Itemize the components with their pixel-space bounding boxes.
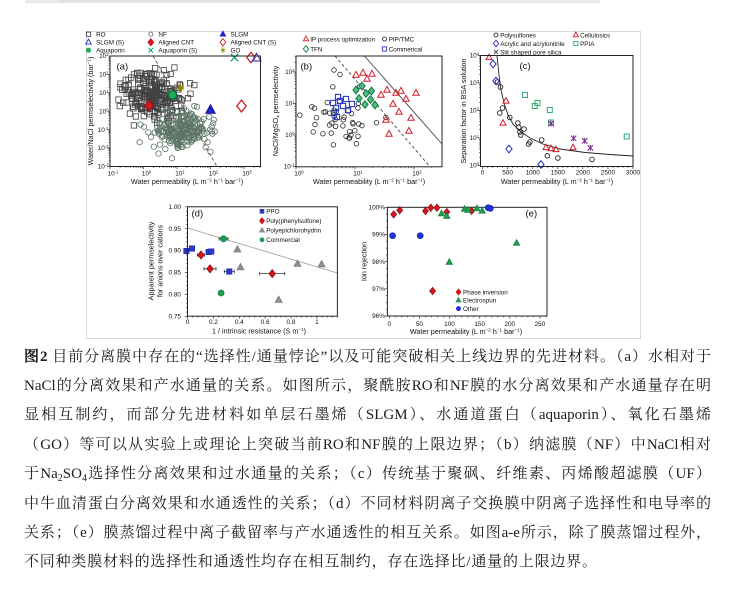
svg-text:RO: RO (96, 32, 106, 39)
svg-text:Commerical: Commerical (389, 46, 423, 53)
svg-text:102: 102 (470, 107, 480, 115)
svg-text:1: 1 (315, 319, 319, 326)
svg-text:0.75: 0.75 (169, 314, 182, 321)
svg-text:Polyepichlorohydrin: Polyepichlorohydrin (266, 228, 321, 235)
svg-text:Poly(phenylsulfone): Poly(phenylsulfone) (266, 218, 321, 225)
svg-text:101: 101 (470, 134, 480, 142)
svg-text:10-1: 10-1 (98, 126, 109, 134)
svg-text:1 / intrinsic resistance (S m−: 1 / intrinsic resistance (S m−1) (212, 327, 306, 336)
svg-text:SLGM: SLGM (231, 32, 249, 39)
svg-text:103: 103 (99, 52, 109, 60)
svg-text:1500: 1500 (551, 170, 566, 177)
svg-text:Ion rejection: Ion rejection (360, 242, 369, 281)
svg-text:97%: 97% (372, 286, 385, 293)
svg-text:Acrylic and acrylonitrile: Acrylic and acrylonitrile (500, 41, 565, 48)
svg-text:IP process optimization: IP process optimization (310, 36, 375, 43)
svg-text:500: 500 (502, 170, 513, 177)
svg-text:Water permeability (L m−2 h−1: Water permeability (L m−2 h−1 bar−1) (313, 177, 425, 186)
svg-text:Apparent permselectivity: Apparent permselectivity (147, 221, 156, 300)
svg-text:101: 101 (99, 89, 109, 97)
svg-text:102: 102 (285, 68, 295, 76)
svg-text:0.95: 0.95 (169, 226, 182, 233)
svg-text:PIP/TMC: PIP/TMC (389, 36, 415, 43)
svg-text:100%: 100% (369, 204, 386, 211)
svg-text:100: 100 (444, 321, 455, 328)
svg-text:Aligned CNT: Aligned CNT (158, 40, 194, 47)
svg-text:200: 200 (504, 321, 515, 328)
svg-text:Other: Other (463, 306, 479, 313)
svg-text:100: 100 (99, 107, 109, 115)
svg-text:1.00: 1.00 (169, 204, 182, 211)
svg-text:2500: 2500 (601, 170, 616, 177)
svg-text:150: 150 (474, 321, 485, 328)
svg-text:250: 250 (535, 321, 546, 328)
svg-text:for anions over cations: for anions over cations (156, 224, 165, 297)
svg-text:0.4: 0.4 (235, 319, 244, 326)
svg-text:0.2: 0.2 (209, 319, 218, 326)
svg-text:102: 102 (99, 71, 109, 79)
svg-text:NF: NF (158, 32, 167, 39)
svg-text:Aligned CNT (S): Aligned CNT (S) (231, 40, 277, 47)
svg-text:SLGM (S): SLGM (S) (96, 40, 124, 47)
svg-text:0: 0 (186, 319, 190, 326)
svg-text:GO: GO (231, 48, 241, 55)
svg-text:Water/NaCl permselectivity (ba: Water/NaCl permselectivity (bar−1) (86, 57, 95, 166)
svg-text:Water permeability (L m−2 h−1: Water permeability (L m−2 h−1 bar−1) (501, 177, 613, 186)
svg-text:0: 0 (388, 321, 392, 328)
svg-text:98%: 98% (372, 259, 385, 266)
svg-text:Phase inversion: Phase inversion (463, 289, 508, 296)
svg-text:3000: 3000 (626, 170, 641, 177)
svg-text:(e): (e) (526, 209, 538, 220)
svg-text:Polysulfones: Polysulfones (500, 32, 536, 39)
svg-text:104: 104 (470, 52, 480, 60)
svg-text:(c): (c) (520, 61, 531, 72)
svg-text:1000: 1000 (526, 170, 541, 177)
svg-text:0.6: 0.6 (261, 319, 270, 326)
svg-text:99%: 99% (372, 232, 385, 239)
svg-text:102: 102 (209, 170, 219, 178)
svg-text:103: 103 (242, 170, 252, 178)
svg-text:103: 103 (470, 79, 480, 87)
svg-text:Commercial: Commercial (266, 237, 300, 244)
svg-text:2000: 2000 (576, 170, 591, 177)
svg-text:96%: 96% (372, 313, 385, 320)
svg-text:Water permeability (L m−2 h−1: Water permeability (L m−2 h−1 bar−1) (410, 327, 522, 336)
svg-text:10-3: 10-3 (98, 163, 109, 171)
svg-text:50: 50 (416, 321, 424, 328)
svg-text:0.85: 0.85 (169, 270, 182, 277)
svg-text:0.80: 0.80 (169, 292, 182, 299)
svg-text:100: 100 (142, 170, 152, 178)
svg-text:NaCl/MgSO4 permselectivity: NaCl/MgSO4 permselectivity (271, 65, 280, 156)
svg-text:Separation factor in BSA solut: Separation factor in BSA solution (459, 58, 468, 163)
svg-text:100: 100 (294, 170, 304, 178)
svg-text:(b): (b) (301, 62, 313, 73)
svg-text:101: 101 (175, 170, 185, 178)
svg-text:10-1: 10-1 (284, 163, 295, 171)
svg-text:Electrospun: Electrospun (463, 298, 497, 305)
svg-text:TFN: TFN (310, 46, 323, 53)
svg-text:10-1: 10-1 (108, 170, 119, 178)
svg-text:Aquaporin: Aquaporin (96, 48, 125, 55)
svg-text:101: 101 (353, 170, 363, 178)
svg-text:0.8: 0.8 (287, 319, 296, 326)
svg-text:(a): (a) (117, 62, 129, 73)
svg-text:0: 0 (481, 170, 485, 177)
svg-text:PPO: PPO (266, 209, 279, 216)
svg-text:102: 102 (412, 170, 422, 178)
svg-text:PPIA: PPIA (580, 41, 595, 48)
svg-text:Slit shaped pore silica: Slit shaped pore silica (500, 49, 562, 56)
svg-text:Water permeability (L m−2 h−1: Water permeability (L m−2 h−1 bar−1) (131, 177, 243, 186)
svg-text:Aquaporin (S): Aquaporin (S) (158, 48, 197, 55)
svg-text:Cellulosics: Cellulosics (580, 32, 610, 39)
svg-text:10-2: 10-2 (98, 144, 109, 152)
svg-text:100: 100 (285, 131, 295, 139)
svg-text:100: 100 (470, 162, 480, 170)
svg-text:(d): (d) (192, 209, 204, 220)
svg-text:101: 101 (285, 100, 295, 108)
svg-text:0.90: 0.90 (169, 248, 182, 255)
